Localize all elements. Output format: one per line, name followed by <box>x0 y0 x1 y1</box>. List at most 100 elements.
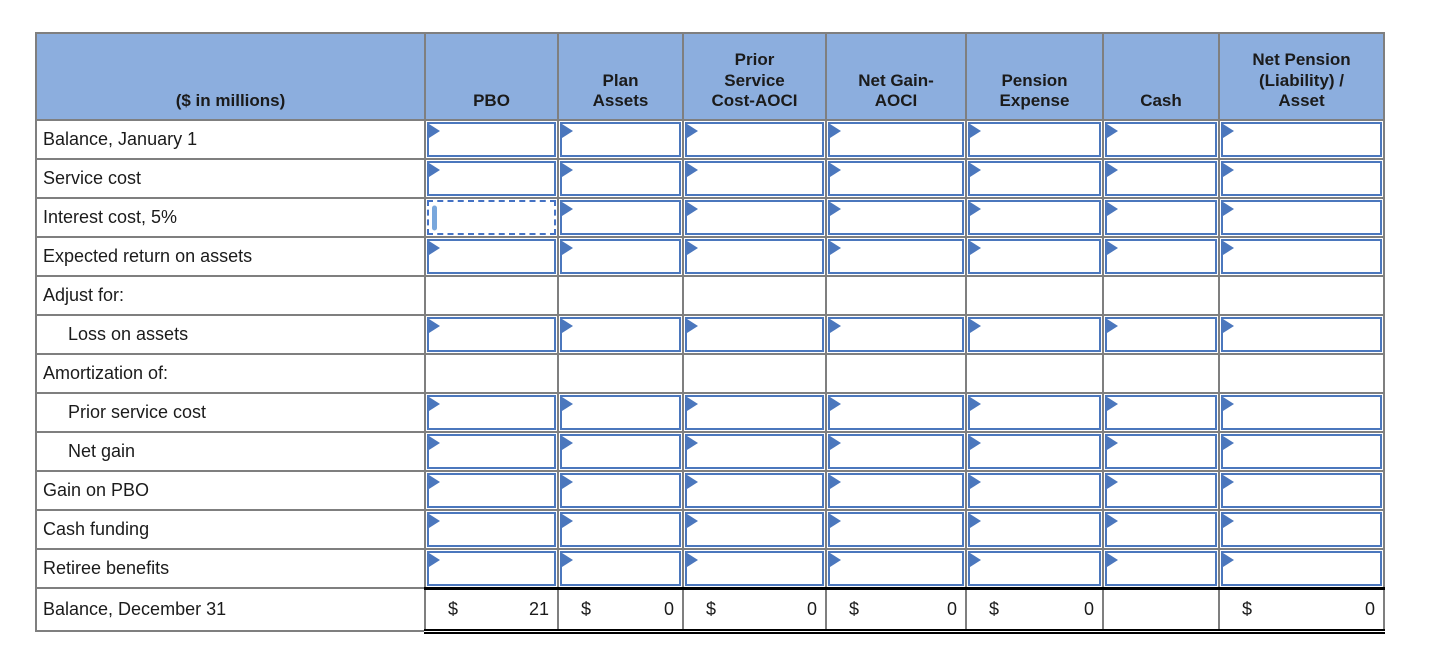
input-cell[interactable] <box>1221 122 1382 157</box>
input-cell[interactable] <box>560 200 681 235</box>
table-cell <box>825 392 967 433</box>
input-cell[interactable] <box>1221 512 1382 547</box>
input-cell[interactable] <box>1105 317 1217 352</box>
input-cell[interactable] <box>968 512 1101 547</box>
input-cell[interactable] <box>685 395 824 430</box>
input-cell[interactable] <box>560 317 681 352</box>
input-cell[interactable] <box>1105 161 1217 196</box>
input-cell[interactable] <box>968 473 1101 508</box>
table-cell <box>557 431 684 472</box>
input-cell[interactable] <box>427 161 556 196</box>
input-cell[interactable] <box>427 122 556 157</box>
table-cell <box>682 314 827 355</box>
empty-cell <box>1218 353 1385 394</box>
input-cell[interactable] <box>685 239 824 274</box>
input-cell[interactable] <box>968 395 1101 430</box>
input-cell[interactable] <box>1105 512 1217 547</box>
input-cell[interactable] <box>685 551 824 586</box>
input-flag-icon <box>970 241 981 255</box>
input-cell[interactable] <box>1221 473 1382 508</box>
input-cell[interactable] <box>828 200 964 235</box>
input-cell[interactable] <box>1221 551 1382 586</box>
input-cell[interactable] <box>1105 551 1217 586</box>
input-cell[interactable] <box>968 317 1101 352</box>
row-label: Expected return on assets <box>35 236 426 277</box>
input-cell[interactable] <box>828 551 964 586</box>
input-cell[interactable] <box>968 551 1101 586</box>
input-cell[interactable] <box>560 434 681 469</box>
input-cell[interactable] <box>1105 122 1217 157</box>
total-amount: 0 <box>1083 598 1094 619</box>
input-flag-icon <box>1223 553 1234 567</box>
input-cell[interactable] <box>828 122 964 157</box>
input-flag-icon <box>687 514 698 528</box>
table-cell <box>1102 509 1220 550</box>
input-cell[interactable] <box>828 395 964 430</box>
table-cell <box>682 392 827 433</box>
input-cell[interactable] <box>560 551 681 586</box>
input-cell[interactable] <box>1105 200 1217 235</box>
table-cell <box>1218 470 1385 511</box>
input-cell[interactable] <box>685 317 824 352</box>
input-flag-icon <box>830 475 841 489</box>
table-cell <box>965 119 1104 160</box>
input-cell[interactable] <box>1221 395 1382 430</box>
input-cell[interactable] <box>1105 434 1217 469</box>
pension-worksheet: ($ in millions) PBO Plan Assets Prior Se… <box>35 32 1385 634</box>
input-cell[interactable] <box>828 317 964 352</box>
input-cell[interactable] <box>968 200 1101 235</box>
empty-cell <box>682 353 827 394</box>
input-cell[interactable] <box>1221 434 1382 469</box>
input-cell[interactable] <box>968 434 1101 469</box>
input-cell[interactable] <box>685 512 824 547</box>
input-cell[interactable] <box>1221 161 1382 196</box>
input-cell[interactable] <box>560 122 681 157</box>
selected-input-cell[interactable] <box>427 200 556 235</box>
input-cell[interactable] <box>828 239 964 274</box>
input-cell[interactable] <box>560 473 681 508</box>
input-cell[interactable] <box>968 161 1101 196</box>
input-cell[interactable] <box>1221 200 1382 235</box>
input-cell[interactable] <box>685 161 824 196</box>
input-cell[interactable] <box>828 161 964 196</box>
input-cell[interactable] <box>1105 395 1217 430</box>
input-cell[interactable] <box>427 239 556 274</box>
table-row: Service cost <box>35 158 1385 199</box>
total-cell: $0 <box>825 586 967 634</box>
currency-symbol: $ <box>989 598 1000 619</box>
input-cell[interactable] <box>560 239 681 274</box>
table-cell <box>965 158 1104 199</box>
table-cell <box>424 431 559 472</box>
input-cell[interactable] <box>1221 239 1382 274</box>
input-cell[interactable] <box>828 512 964 547</box>
input-flag-icon <box>687 475 698 489</box>
input-cell[interactable] <box>560 161 681 196</box>
input-cell[interactable] <box>685 200 824 235</box>
input-flag-icon <box>562 202 573 216</box>
input-cell[interactable] <box>685 434 824 469</box>
input-cell[interactable] <box>968 122 1101 157</box>
input-cell[interactable] <box>828 473 964 508</box>
input-cell[interactable] <box>1221 317 1382 352</box>
input-cell[interactable] <box>1105 473 1217 508</box>
input-cell[interactable] <box>685 473 824 508</box>
input-cell[interactable] <box>427 395 556 430</box>
empty-cell <box>1102 275 1220 316</box>
input-flag-icon <box>970 319 981 333</box>
table-row: Cash funding <box>35 509 1385 550</box>
input-cell[interactable] <box>427 551 556 586</box>
input-cell[interactable] <box>685 122 824 157</box>
input-cell[interactable] <box>560 512 681 547</box>
input-cell[interactable] <box>968 239 1101 274</box>
input-cell[interactable] <box>560 395 681 430</box>
input-flag-icon <box>970 202 981 216</box>
total-cell: $21 <box>424 586 559 634</box>
input-cell[interactable] <box>427 434 556 469</box>
input-cell[interactable] <box>427 473 556 508</box>
table-cell <box>1218 197 1385 238</box>
input-cell[interactable] <box>828 434 964 469</box>
input-cell[interactable] <box>427 317 556 352</box>
table-row: Retiree benefits <box>35 548 1385 589</box>
input-cell[interactable] <box>1105 239 1217 274</box>
input-cell[interactable] <box>427 512 556 547</box>
